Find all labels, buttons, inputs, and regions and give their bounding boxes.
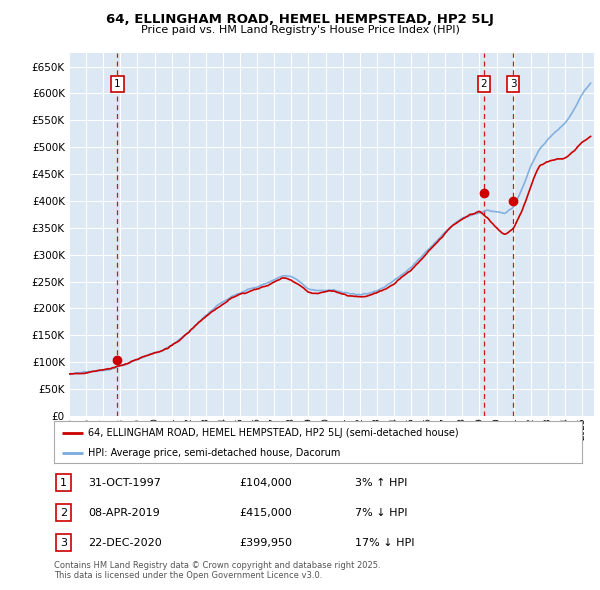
Text: 08-APR-2019: 08-APR-2019 — [88, 508, 160, 518]
Text: 3: 3 — [60, 538, 67, 548]
Text: £104,000: £104,000 — [239, 477, 292, 487]
Text: 2: 2 — [60, 508, 67, 518]
Text: 2: 2 — [481, 79, 487, 89]
Text: HPI: Average price, semi-detached house, Dacorum: HPI: Average price, semi-detached house,… — [88, 448, 341, 457]
Text: 31-OCT-1997: 31-OCT-1997 — [88, 477, 161, 487]
Text: 7% ↓ HPI: 7% ↓ HPI — [355, 508, 407, 518]
Text: 1: 1 — [114, 79, 121, 89]
Text: 1: 1 — [60, 477, 67, 487]
Text: 17% ↓ HPI: 17% ↓ HPI — [355, 538, 415, 548]
Text: £399,950: £399,950 — [239, 538, 292, 548]
Text: 64, ELLINGHAM ROAD, HEMEL HEMPSTEAD, HP2 5LJ: 64, ELLINGHAM ROAD, HEMEL HEMPSTEAD, HP2… — [106, 13, 494, 26]
Text: 64, ELLINGHAM ROAD, HEMEL HEMPSTEAD, HP2 5LJ (semi-detached house): 64, ELLINGHAM ROAD, HEMEL HEMPSTEAD, HP2… — [88, 428, 459, 438]
Text: Price paid vs. HM Land Registry's House Price Index (HPI): Price paid vs. HM Land Registry's House … — [140, 25, 460, 35]
Text: Contains HM Land Registry data © Crown copyright and database right 2025.
This d: Contains HM Land Registry data © Crown c… — [54, 560, 380, 580]
Text: 3% ↑ HPI: 3% ↑ HPI — [355, 477, 407, 487]
Text: 3: 3 — [510, 79, 517, 89]
Text: £415,000: £415,000 — [239, 508, 292, 518]
Text: 22-DEC-2020: 22-DEC-2020 — [88, 538, 162, 548]
